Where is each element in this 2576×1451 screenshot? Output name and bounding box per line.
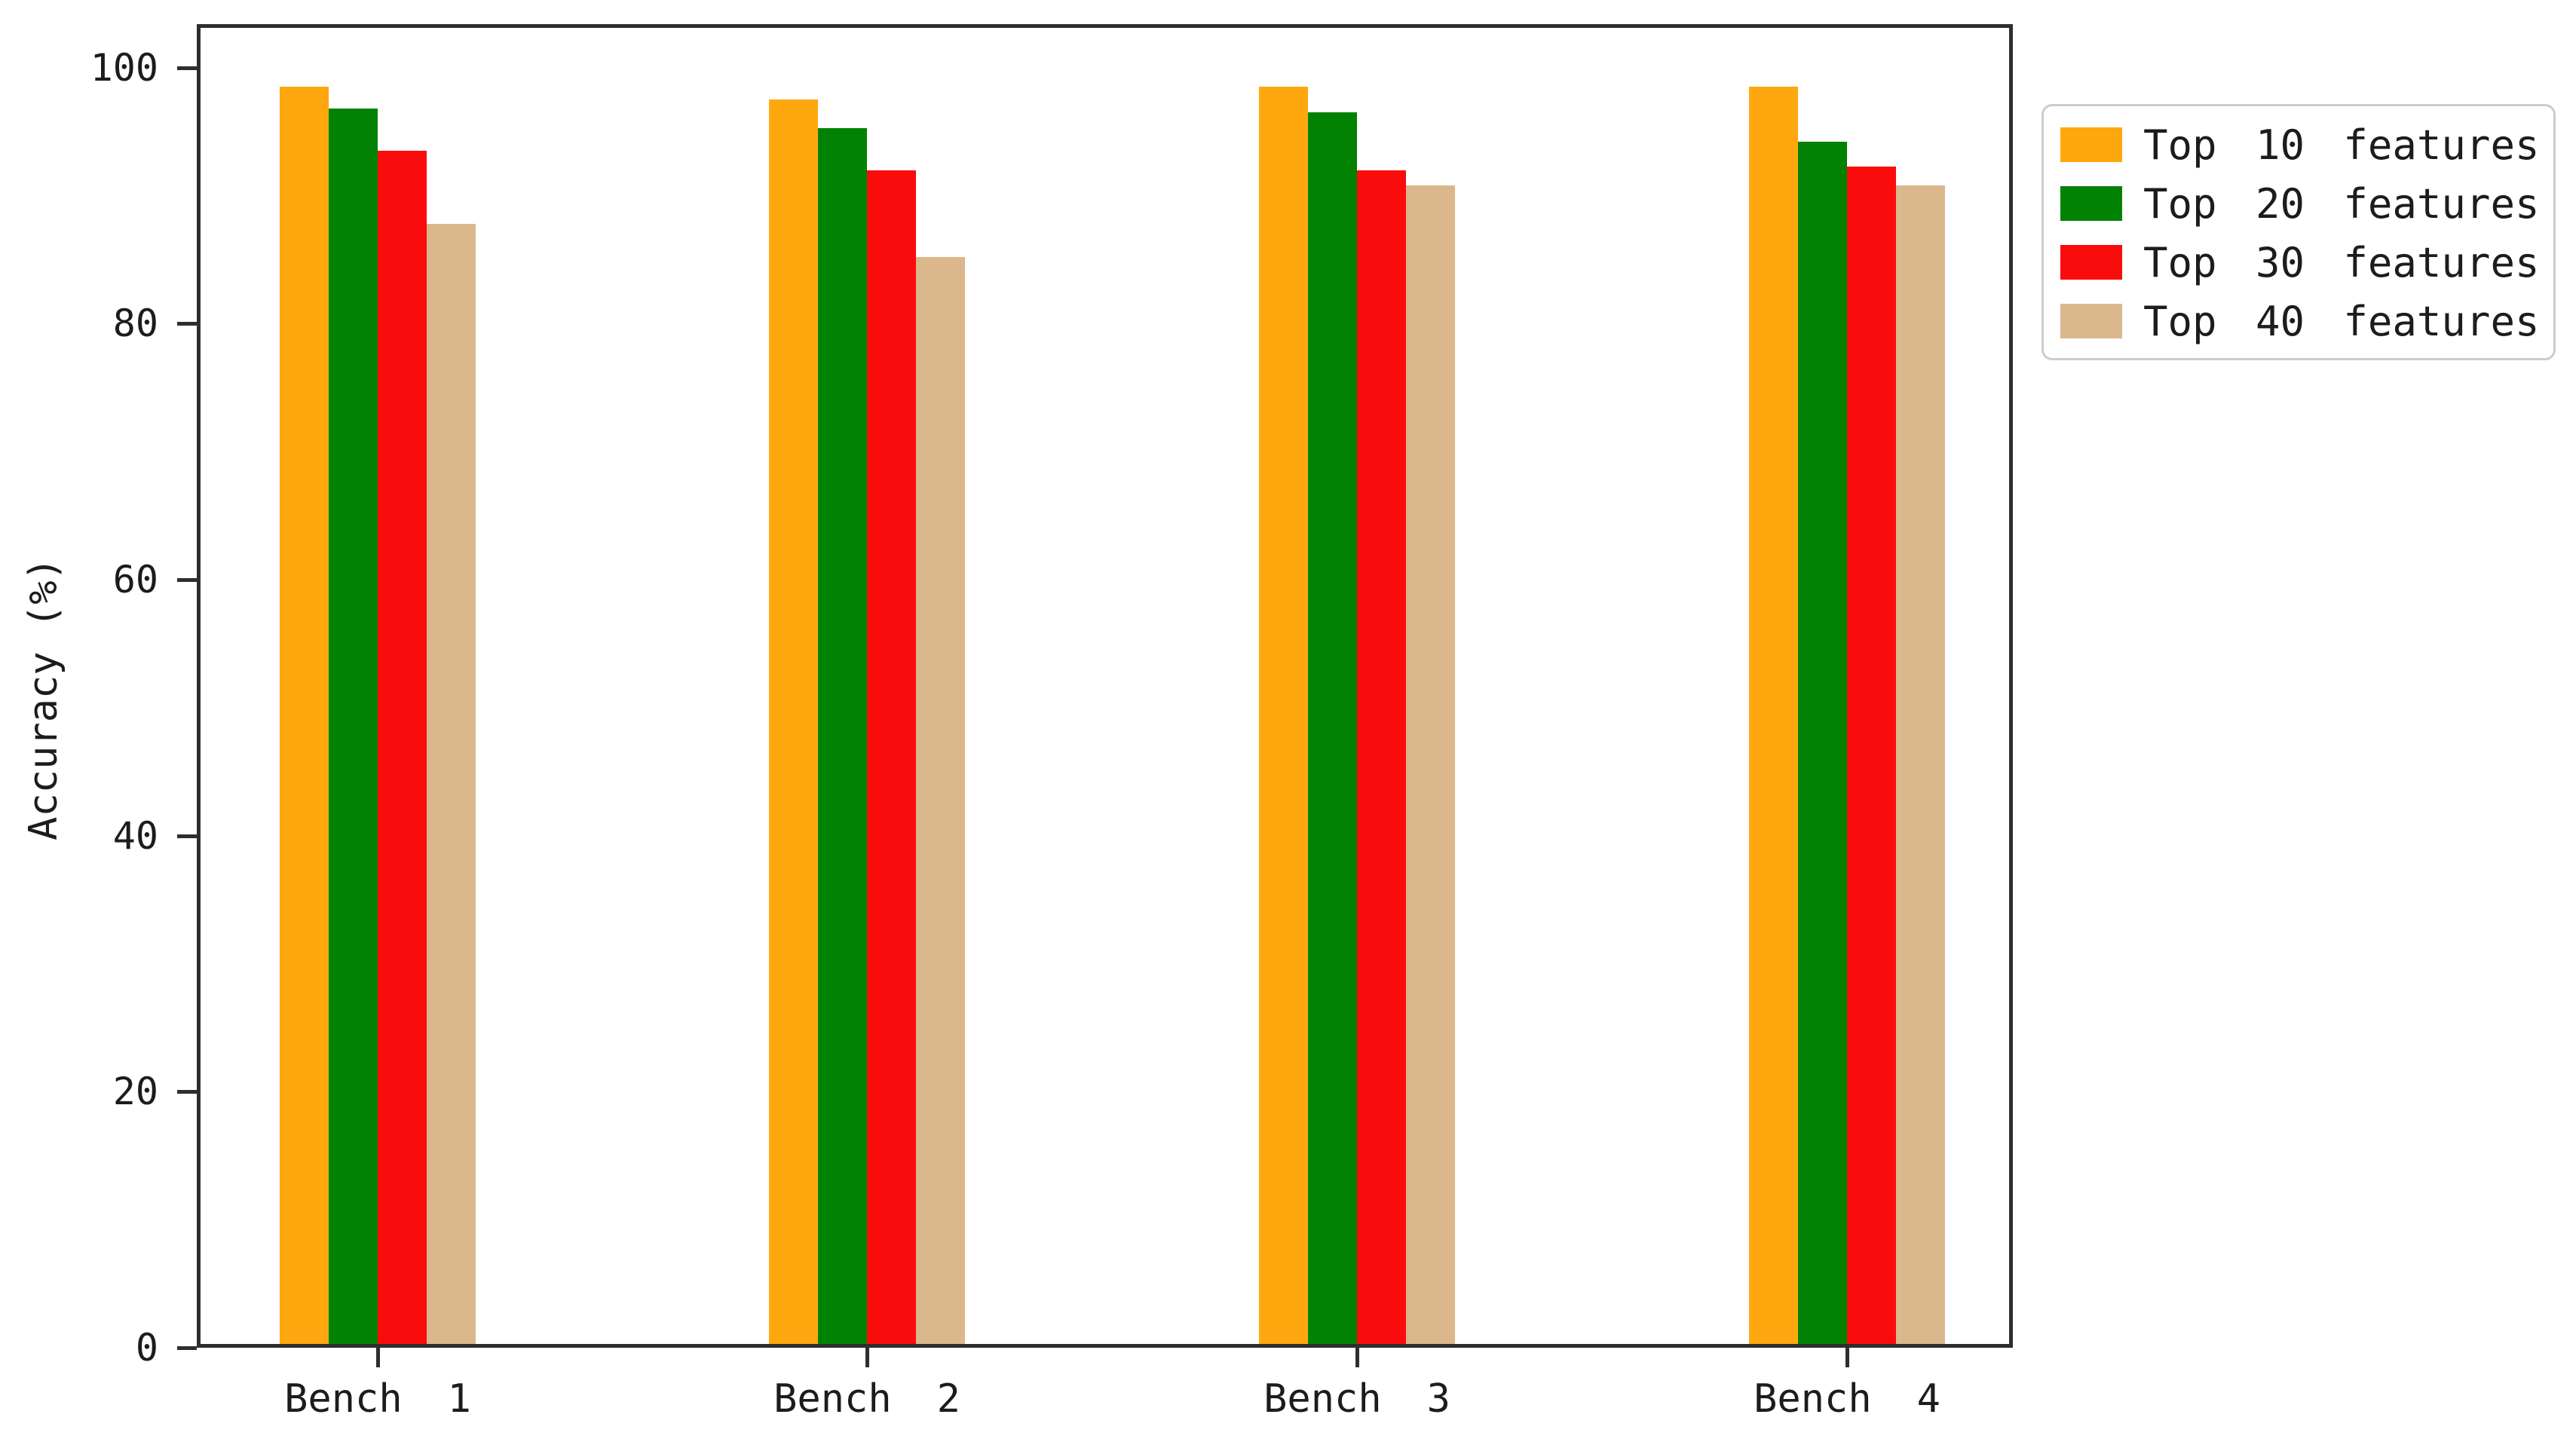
- y-tick: [177, 66, 197, 70]
- legend-swatch-series2: [2060, 186, 2122, 221]
- bar-series3-group2: [867, 170, 916, 1348]
- y-tick: [177, 1346, 197, 1350]
- bar-series3-group3: [1357, 170, 1406, 1348]
- y-tick-label: 60: [112, 558, 158, 602]
- legend-row: Top 10 features: [2044, 115, 2553, 174]
- x-tick-label-bench-3: Bench 3: [1263, 1376, 1450, 1422]
- bar-series3-group1: [378, 151, 427, 1348]
- legend: Top 10 features Top 20 features Top 30 fea…: [2042, 104, 2556, 360]
- legend-label: Top 10 features: [2143, 121, 2540, 169]
- x-tick-label-bench-4: Bench 4: [1754, 1376, 1940, 1422]
- y-tick: [177, 1090, 197, 1094]
- y-tick: [177, 578, 197, 583]
- y-tick-label: 40: [112, 813, 158, 858]
- x-tick: [865, 1346, 869, 1367]
- x-tick-label-bench-2: Bench 2: [773, 1376, 960, 1422]
- x-tick: [1845, 1346, 1849, 1367]
- y-tick-label: 20: [112, 1070, 158, 1114]
- legend-label: Top 40 features: [2143, 297, 2540, 345]
- legend-swatch-series4: [2060, 304, 2122, 338]
- legend-label: Top 30 features: [2143, 238, 2540, 286]
- y-tick: [177, 322, 197, 326]
- bar-series2-group2: [818, 127, 867, 1348]
- bar-series2-group1: [329, 109, 378, 1348]
- bar-series4-group1: [427, 223, 476, 1348]
- legend-swatch-series3: [2060, 245, 2122, 280]
- x-tick: [376, 1346, 380, 1367]
- bar-series4-group2: [916, 257, 965, 1348]
- legend-row: Top 20 features: [2044, 174, 2553, 233]
- plot-area: [197, 24, 2013, 1348]
- y-axis-label: Accuracy (%): [21, 557, 66, 840]
- bar-series2-group4: [1798, 142, 1847, 1348]
- x-tick: [1355, 1346, 1359, 1367]
- bar-series4-group4: [1896, 185, 1945, 1348]
- bar-series3-group4: [1847, 166, 1896, 1348]
- bar-series4-group3: [1406, 185, 1455, 1348]
- y-tick: [177, 834, 197, 838]
- bar-series1-group4: [1749, 87, 1798, 1348]
- x-tick-label-bench-1: Bench 1: [284, 1376, 471, 1422]
- y-tick-label: 0: [135, 1326, 158, 1370]
- bar-series1-group1: [280, 87, 329, 1348]
- y-tick-label: 100: [90, 45, 158, 90]
- bar-series1-group3: [1259, 87, 1308, 1348]
- legend-swatch-series1: [2060, 127, 2122, 162]
- bar-series2-group3: [1308, 112, 1357, 1348]
- legend-label: Top 20 features: [2143, 179, 2540, 228]
- legend-row: Top 40 features: [2044, 292, 2553, 351]
- legend-row: Top 30 features: [2044, 233, 2553, 292]
- y-tick-label: 80: [112, 302, 158, 346]
- bar-series1-group2: [769, 99, 818, 1348]
